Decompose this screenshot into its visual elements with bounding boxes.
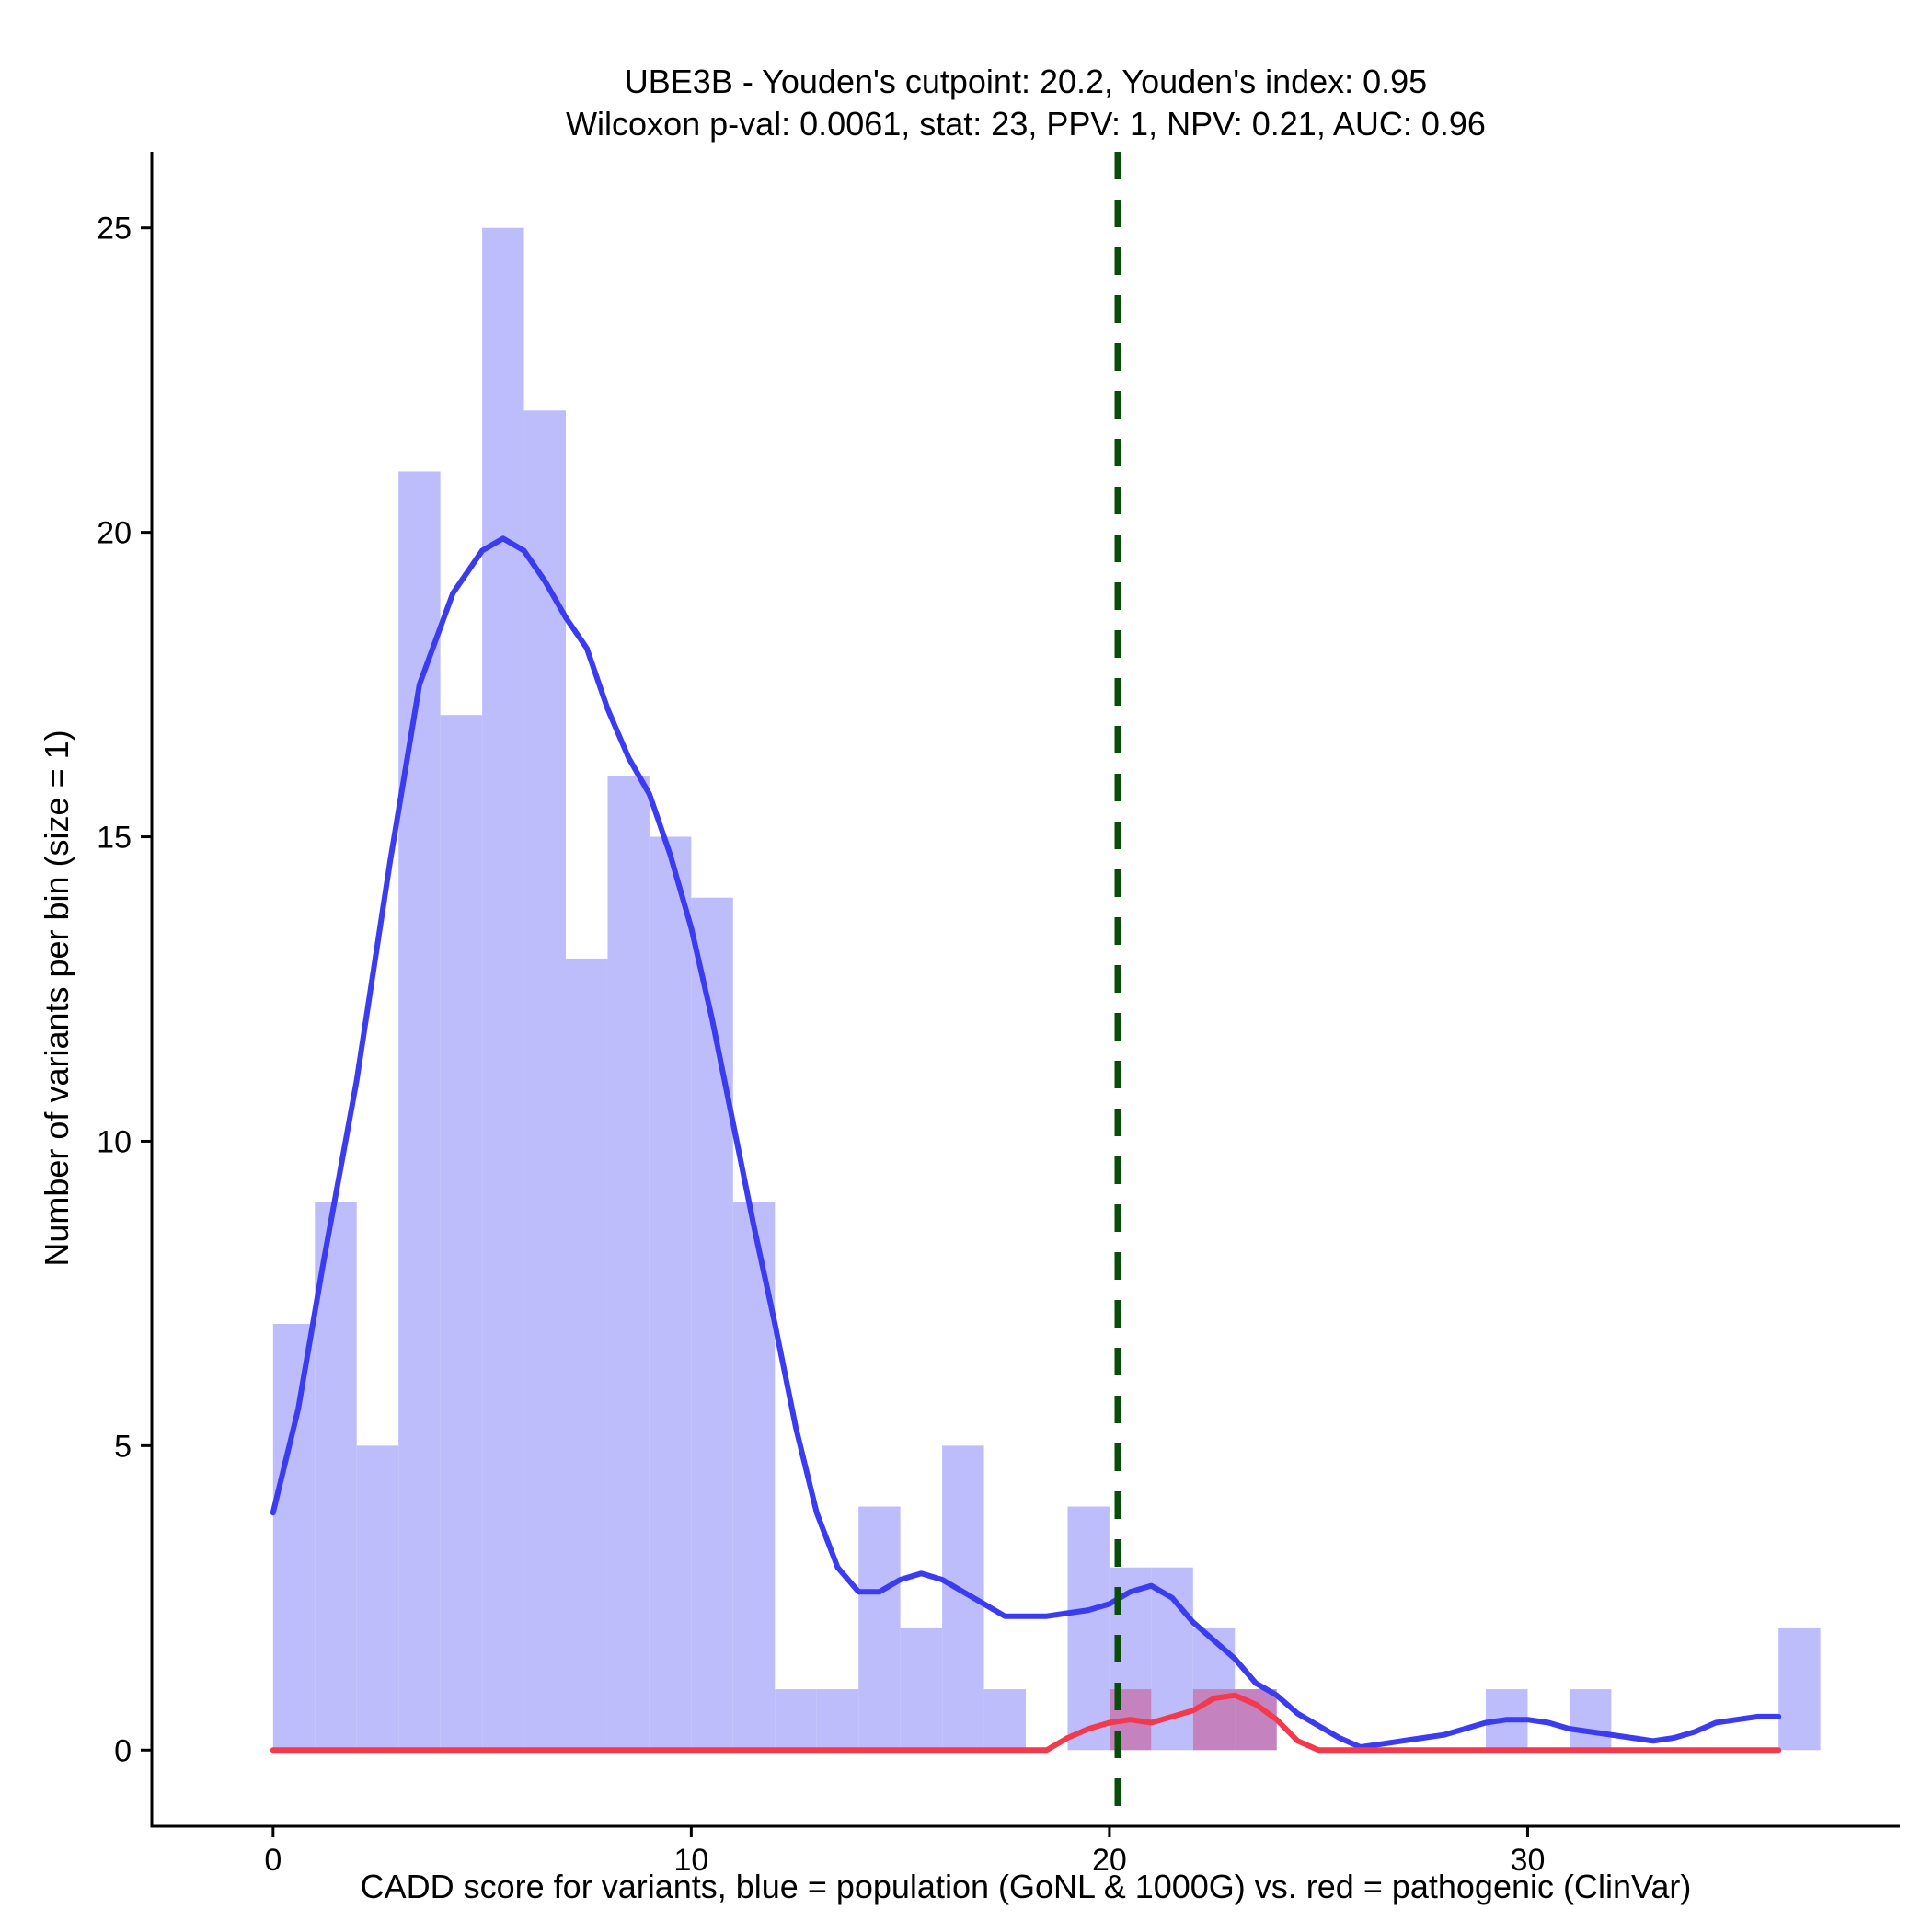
population-bar-6 xyxy=(523,410,566,1751)
population-bar-9 xyxy=(649,836,692,1751)
population-bars xyxy=(272,227,1821,1751)
x-tick-label-30: 30 xyxy=(1511,1843,1546,1878)
population-bar-5 xyxy=(482,227,524,1751)
population-bar-1 xyxy=(315,1202,357,1751)
population-density-line xyxy=(270,535,1782,1750)
population-bar-12 xyxy=(775,1689,817,1751)
density-lines xyxy=(270,152,1782,1826)
population-bar-4 xyxy=(440,715,483,1751)
x-tick-label-0: 0 xyxy=(264,1843,282,1878)
population-bar-8 xyxy=(607,776,650,1751)
y-tick-label-20: 20 xyxy=(97,516,132,551)
chart-title-line-1: UBE3B - Youden's cutpoint: 20.2, Youden'… xyxy=(624,63,1428,100)
population-bar-13 xyxy=(816,1689,859,1751)
population-bar-10 xyxy=(691,897,733,1751)
y-tick-label-25: 25 xyxy=(97,212,132,247)
chart-title-line-2: Wilcoxon p-val: 0.0061, stat: 23, PPV: 1… xyxy=(566,105,1486,143)
population-bar-36 xyxy=(1778,1627,1821,1751)
x-axis-label: CADD score for variants, blue = populati… xyxy=(360,1868,1692,1905)
x-tick-label-20: 20 xyxy=(1092,1843,1127,1878)
population-bar-19 xyxy=(1067,1506,1110,1751)
population-bar-3 xyxy=(398,471,441,1751)
population-bar-14 xyxy=(858,1506,901,1751)
population-bar-22 xyxy=(1192,1627,1236,1751)
pathogenic-density-line xyxy=(270,1692,1782,1754)
population-bar-15 xyxy=(900,1627,943,1751)
population-bar-0 xyxy=(272,1324,316,1751)
population-bar-7 xyxy=(566,958,608,1751)
y-tick-label-0: 0 xyxy=(114,1733,132,1768)
population-bar-31 xyxy=(1569,1689,1612,1751)
y-tick-label-15: 15 xyxy=(97,821,132,856)
axes: 0 10 20 30 0 5 10 15 20 25 xyxy=(97,152,1900,1878)
x-tick-label-10: 10 xyxy=(673,1843,708,1878)
y-axis-label: Number of variants per bin (size = 1) xyxy=(38,730,75,1267)
population-bar-2 xyxy=(356,1445,399,1751)
y-tick-label-10: 10 xyxy=(97,1124,132,1159)
y-tick-label-5: 5 xyxy=(114,1429,132,1464)
population-bar-17 xyxy=(983,1689,1026,1751)
